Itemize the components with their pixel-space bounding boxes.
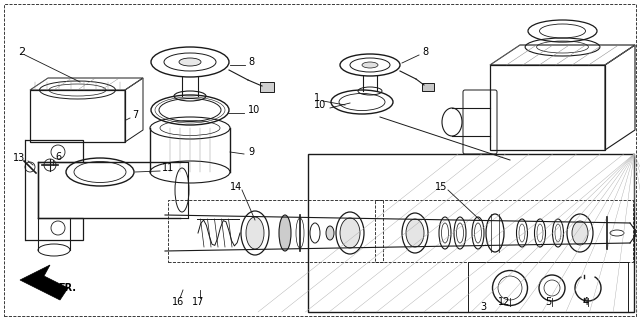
Text: 15: 15: [435, 182, 447, 192]
Ellipse shape: [279, 215, 291, 251]
Text: FR.: FR.: [58, 283, 76, 293]
Text: 8: 8: [422, 47, 428, 57]
Bar: [260, 82, 274, 92]
Ellipse shape: [572, 221, 588, 245]
Text: 6: 6: [55, 152, 61, 162]
Ellipse shape: [246, 217, 264, 249]
Bar: [422, 83, 434, 91]
Text: 1: 1: [314, 93, 320, 103]
Text: 14: 14: [230, 182, 243, 192]
Ellipse shape: [326, 226, 334, 240]
Text: 10: 10: [248, 105, 260, 115]
Bar: [375, 200, 633, 262]
Text: 4: 4: [583, 297, 589, 307]
Text: 7: 7: [132, 110, 138, 120]
Text: 2: 2: [18, 47, 25, 57]
Text: 11: 11: [162, 163, 174, 173]
Bar: [30, 90, 125, 142]
Text: 5: 5: [545, 297, 551, 307]
Ellipse shape: [179, 58, 201, 66]
Text: 12: 12: [498, 297, 510, 307]
Text: 16: 16: [172, 297, 184, 307]
Ellipse shape: [340, 218, 360, 248]
Bar: [490, 65, 605, 150]
Ellipse shape: [406, 219, 424, 247]
Bar: [308, 154, 634, 312]
Ellipse shape: [362, 62, 378, 68]
Text: 3: 3: [480, 302, 486, 312]
Bar: [168, 200, 383, 262]
Text: 17: 17: [192, 297, 204, 307]
Polygon shape: [20, 265, 68, 300]
Text: 13: 13: [13, 153, 25, 163]
Bar: [468, 262, 628, 312]
Text: 8: 8: [248, 57, 254, 67]
Text: 9: 9: [248, 147, 254, 157]
Text: 10: 10: [314, 100, 326, 110]
